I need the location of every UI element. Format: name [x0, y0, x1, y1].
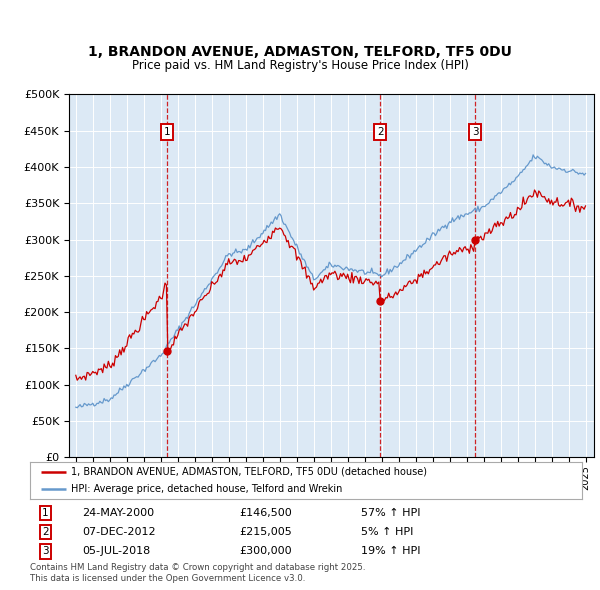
Text: 07-DEC-2012: 07-DEC-2012 — [82, 527, 156, 537]
Text: 1: 1 — [42, 508, 49, 518]
Text: 1: 1 — [164, 127, 170, 137]
Text: £300,000: £300,000 — [240, 546, 292, 556]
Text: 2: 2 — [377, 127, 383, 137]
Text: HPI: Average price, detached house, Telford and Wrekin: HPI: Average price, detached house, Telf… — [71, 484, 343, 494]
Text: 3: 3 — [42, 546, 49, 556]
Text: £215,005: £215,005 — [240, 527, 293, 537]
Text: 5% ↑ HPI: 5% ↑ HPI — [361, 527, 413, 537]
Text: Price paid vs. HM Land Registry's House Price Index (HPI): Price paid vs. HM Land Registry's House … — [131, 59, 469, 72]
Text: Contains HM Land Registry data © Crown copyright and database right 2025.
This d: Contains HM Land Registry data © Crown c… — [30, 563, 365, 583]
Text: 19% ↑ HPI: 19% ↑ HPI — [361, 546, 421, 556]
Text: 1, BRANDON AVENUE, ADMASTON, TELFORD, TF5 0DU: 1, BRANDON AVENUE, ADMASTON, TELFORD, TF… — [88, 45, 512, 59]
Text: 05-JUL-2018: 05-JUL-2018 — [82, 546, 151, 556]
Text: 24-MAY-2000: 24-MAY-2000 — [82, 508, 155, 518]
Text: £146,500: £146,500 — [240, 508, 293, 518]
Text: 3: 3 — [472, 127, 478, 137]
Text: 1, BRANDON AVENUE, ADMASTON, TELFORD, TF5 0DU (detached house): 1, BRANDON AVENUE, ADMASTON, TELFORD, TF… — [71, 467, 427, 477]
Text: 2: 2 — [42, 527, 49, 537]
Text: 57% ↑ HPI: 57% ↑ HPI — [361, 508, 421, 518]
